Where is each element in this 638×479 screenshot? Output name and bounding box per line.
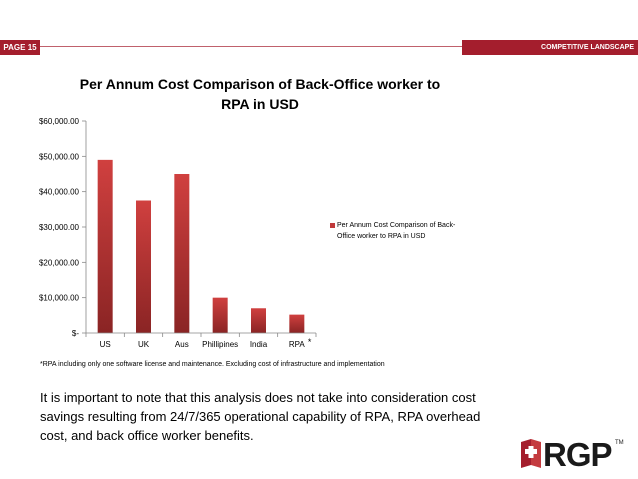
x-tick-label: RPA — [289, 340, 306, 349]
chart-title-line2: RPA in USD — [221, 96, 299, 112]
y-tick-label: $40,000.00 — [39, 188, 80, 197]
logo-wordmark: RGP — [543, 436, 613, 473]
bar-uk — [136, 200, 151, 333]
x-tick-label: India — [250, 340, 268, 349]
rgp-logo-icon — [521, 439, 541, 468]
y-tick-label: $- — [72, 329, 79, 338]
bar-india — [251, 308, 266, 333]
legend-label-line1: Per Annum Cost Comparison of Back- — [337, 222, 456, 229]
legend-label-line2: Office worker to RPA in USD — [337, 233, 426, 240]
header-divider — [40, 46, 462, 47]
x-tick-label: US — [100, 340, 111, 349]
y-tick-label: $30,000.00 — [39, 223, 80, 232]
logo-trademark: TM — [615, 440, 624, 446]
y-tick-label: $60,000.00 — [39, 117, 80, 126]
section-title-badge: COMPETITIVE LANDSCAPE — [462, 40, 638, 55]
bar-us — [97, 159, 113, 333]
chart-legend: Per Annum Cost Comparison of Back- Offic… — [330, 220, 480, 242]
bar-aus — [174, 174, 190, 333]
x-tick-label: Phillipines — [202, 340, 238, 349]
page-number-badge: PAGE 15 — [0, 40, 40, 55]
bar-rpa — [289, 314, 305, 333]
x-tick-label: UK — [138, 340, 150, 349]
rpa-asterisk-annotation: * — [308, 337, 312, 347]
analysis-note: It is important to note that this analys… — [40, 390, 481, 443]
chart-title: Per Annum Cost Comparison of Back-Office… — [60, 74, 460, 114]
chart-title-line1: Per Annum Cost Comparison of Back-Office… — [79, 76, 441, 92]
footnote: *RPA including only one software license… — [40, 361, 385, 368]
x-tick-label: Aus — [175, 340, 189, 349]
y-tick-label: $50,000.00 — [39, 152, 80, 161]
y-tick-label: $10,000.00 — [39, 294, 80, 303]
legend-swatch — [330, 223, 335, 228]
y-tick-label: $20,000.00 — [39, 258, 80, 267]
bar-phillipines — [212, 297, 228, 333]
rgp-logo: RGP TM — [519, 436, 629, 474]
